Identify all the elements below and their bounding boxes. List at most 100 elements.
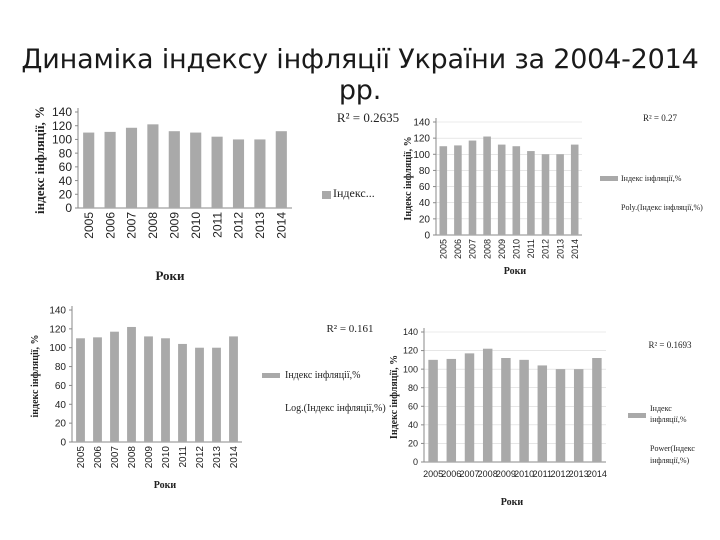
bar <box>190 132 202 208</box>
x-tick-label: 2011 <box>210 212 224 238</box>
x-tick-label: 2014 <box>570 239 580 259</box>
y-tick-label: 40 <box>59 174 73 188</box>
bar <box>483 136 491 235</box>
y-tick-label: 140 <box>403 327 418 337</box>
bar <box>454 145 462 235</box>
bar <box>195 347 204 442</box>
legend-trendline-label: Power(Індекс інфляції,%) <box>650 444 695 465</box>
x-tick-label: 2012 <box>232 212 246 239</box>
x-tick-label: 2009 <box>497 239 507 259</box>
y-tick-label: 140 <box>49 306 66 317</box>
bar <box>104 131 116 208</box>
x-tick-label: 2009 <box>144 446 155 469</box>
x-axis-title: Роки <box>504 266 527 277</box>
legend-swatch <box>628 413 646 418</box>
y-tick-label: 120 <box>52 119 72 133</box>
legend-label: Індекс... <box>333 186 375 200</box>
x-tick-label: 2006 <box>93 446 104 469</box>
x-tick-label: 2007 <box>459 469 479 479</box>
r-squared-label: R² = 0.161 <box>326 323 373 335</box>
legend-label: Індекс інфляції,% <box>621 174 682 183</box>
bar <box>519 359 529 462</box>
x-tick-label: 2011 <box>178 446 189 468</box>
page-title: Динаміка індексу інфляції України за 200… <box>21 44 699 106</box>
y-axis-title: Індекс інфляції, % <box>389 355 400 439</box>
bar <box>428 359 438 462</box>
bar <box>464 353 475 462</box>
bar <box>127 326 136 442</box>
y-tick-label: 120 <box>413 134 430 145</box>
x-tick-label: 2008 <box>146 212 160 239</box>
bar <box>254 139 266 208</box>
bar <box>446 358 457 462</box>
bar <box>482 348 493 462</box>
x-tick-label: 2011 <box>526 239 536 258</box>
x-tick-label: 2011 <box>533 469 552 479</box>
bar <box>161 338 170 442</box>
x-tick-label: 2013 <box>212 446 223 469</box>
x-axis-title: Роки <box>501 497 524 508</box>
bar <box>275 131 287 208</box>
bar <box>497 144 506 235</box>
y-tick-label: 0 <box>60 438 66 449</box>
bar <box>570 144 579 235</box>
y-tick-label: 120 <box>49 324 66 335</box>
y-tick-label: 60 <box>408 401 418 411</box>
y-axis-title: індекс інфляції, % <box>32 106 47 214</box>
y-tick-label: 0 <box>65 201 72 215</box>
y-tick-label: 80 <box>55 362 67 373</box>
x-axis-title: Роки <box>155 268 185 283</box>
y-tick-label: 20 <box>419 214 431 225</box>
legend-trendline-label: Poly.(Індекс інфляції,%) <box>621 203 703 212</box>
x-tick-label: 2005 <box>438 239 448 259</box>
y-tick-label: 60 <box>59 160 73 174</box>
x-axis-title: Роки <box>154 480 177 491</box>
bar <box>125 127 138 208</box>
y-tick-label: 60 <box>419 182 431 193</box>
y-axis-title: Індекс інфляції, % <box>403 136 414 220</box>
y-tick-label: 40 <box>419 198 431 209</box>
bar <box>541 154 550 235</box>
bar <box>83 132 95 208</box>
x-tick-label: 2014 <box>587 469 607 479</box>
y-tick-label: 100 <box>49 343 66 354</box>
legend-trendline-label: Log.(Індекс інфляції,%) <box>285 403 386 414</box>
y-tick-label: 80 <box>419 166 431 177</box>
x-tick-label: 2010 <box>189 212 203 239</box>
bar <box>76 338 85 442</box>
x-tick-label: 2010 <box>511 239 521 259</box>
bar <box>468 140 477 235</box>
x-tick-label: 2007 <box>110 446 121 469</box>
legend-label: Індекс інфляції,% <box>650 404 687 424</box>
x-tick-label: 2006 <box>441 469 461 479</box>
legend-swatch <box>322 191 331 199</box>
bar <box>212 347 221 442</box>
y-tick-label: 40 <box>55 400 67 411</box>
x-tick-label: 2009 <box>496 469 516 479</box>
y-tick-label: 80 <box>59 146 73 160</box>
legend-swatch <box>600 176 618 181</box>
x-tick-label: 2008 <box>127 446 138 469</box>
legend-swatch <box>262 373 280 378</box>
bar <box>501 358 511 462</box>
x-tick-label: 2012 <box>550 469 570 479</box>
y-tick-label: 20 <box>55 419 67 430</box>
legend-label: Індекс інфляції,% <box>285 370 360 381</box>
x-tick-label: 2014 <box>275 212 289 239</box>
bar <box>556 154 564 235</box>
bar <box>512 146 521 235</box>
bar <box>211 136 223 208</box>
r-squared-label: R² = 0.1693 <box>648 340 692 350</box>
bar <box>527 151 535 235</box>
bar <box>537 365 548 462</box>
bar <box>439 146 448 235</box>
bar <box>592 358 602 462</box>
x-tick-label: 2008 <box>482 239 492 259</box>
x-tick-label: 2005 <box>423 469 443 479</box>
x-tick-label: 2013 <box>253 212 267 239</box>
r-squared-label: R² = 0.27 <box>643 113 678 123</box>
x-tick-label: 2010 <box>161 446 172 469</box>
